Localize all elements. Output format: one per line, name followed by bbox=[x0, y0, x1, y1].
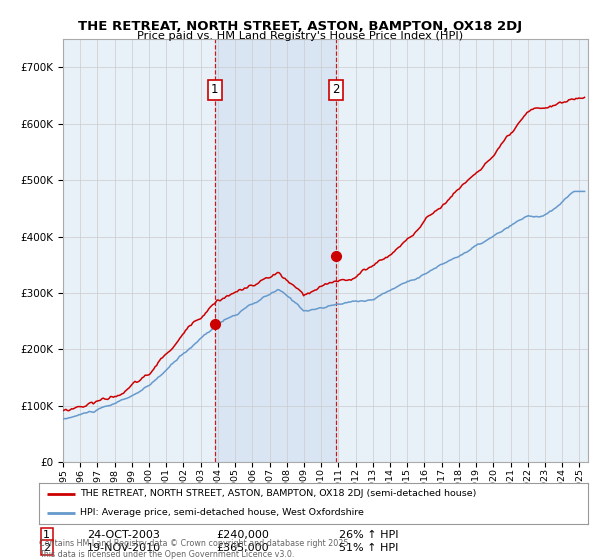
Bar bbox=[215, 39, 337, 462]
Text: 26% ↑ HPI: 26% ↑ HPI bbox=[339, 530, 398, 540]
Text: 2: 2 bbox=[332, 83, 340, 96]
Text: 1: 1 bbox=[211, 83, 218, 96]
Text: HPI: Average price, semi-detached house, West Oxfordshire: HPI: Average price, semi-detached house,… bbox=[80, 508, 364, 517]
Text: THE RETREAT, NORTH STREET, ASTON, BAMPTON, OX18 2DJ: THE RETREAT, NORTH STREET, ASTON, BAMPTO… bbox=[78, 20, 522, 32]
Text: £240,000: £240,000 bbox=[216, 530, 269, 540]
Text: 1: 1 bbox=[43, 530, 50, 540]
Text: 24-OCT-2003: 24-OCT-2003 bbox=[87, 530, 160, 540]
Text: Contains HM Land Registry data © Crown copyright and database right 2025.
This d: Contains HM Land Registry data © Crown c… bbox=[39, 539, 351, 559]
Text: 19-NOV-2010: 19-NOV-2010 bbox=[87, 543, 161, 553]
Text: 51% ↑ HPI: 51% ↑ HPI bbox=[339, 543, 398, 553]
Text: Price paid vs. HM Land Registry's House Price Index (HPI): Price paid vs. HM Land Registry's House … bbox=[137, 31, 463, 41]
Text: £365,000: £365,000 bbox=[216, 543, 269, 553]
Text: 2: 2 bbox=[43, 543, 50, 553]
Text: THE RETREAT, NORTH STREET, ASTON, BAMPTON, OX18 2DJ (semi-detached house): THE RETREAT, NORTH STREET, ASTON, BAMPTO… bbox=[80, 489, 476, 498]
